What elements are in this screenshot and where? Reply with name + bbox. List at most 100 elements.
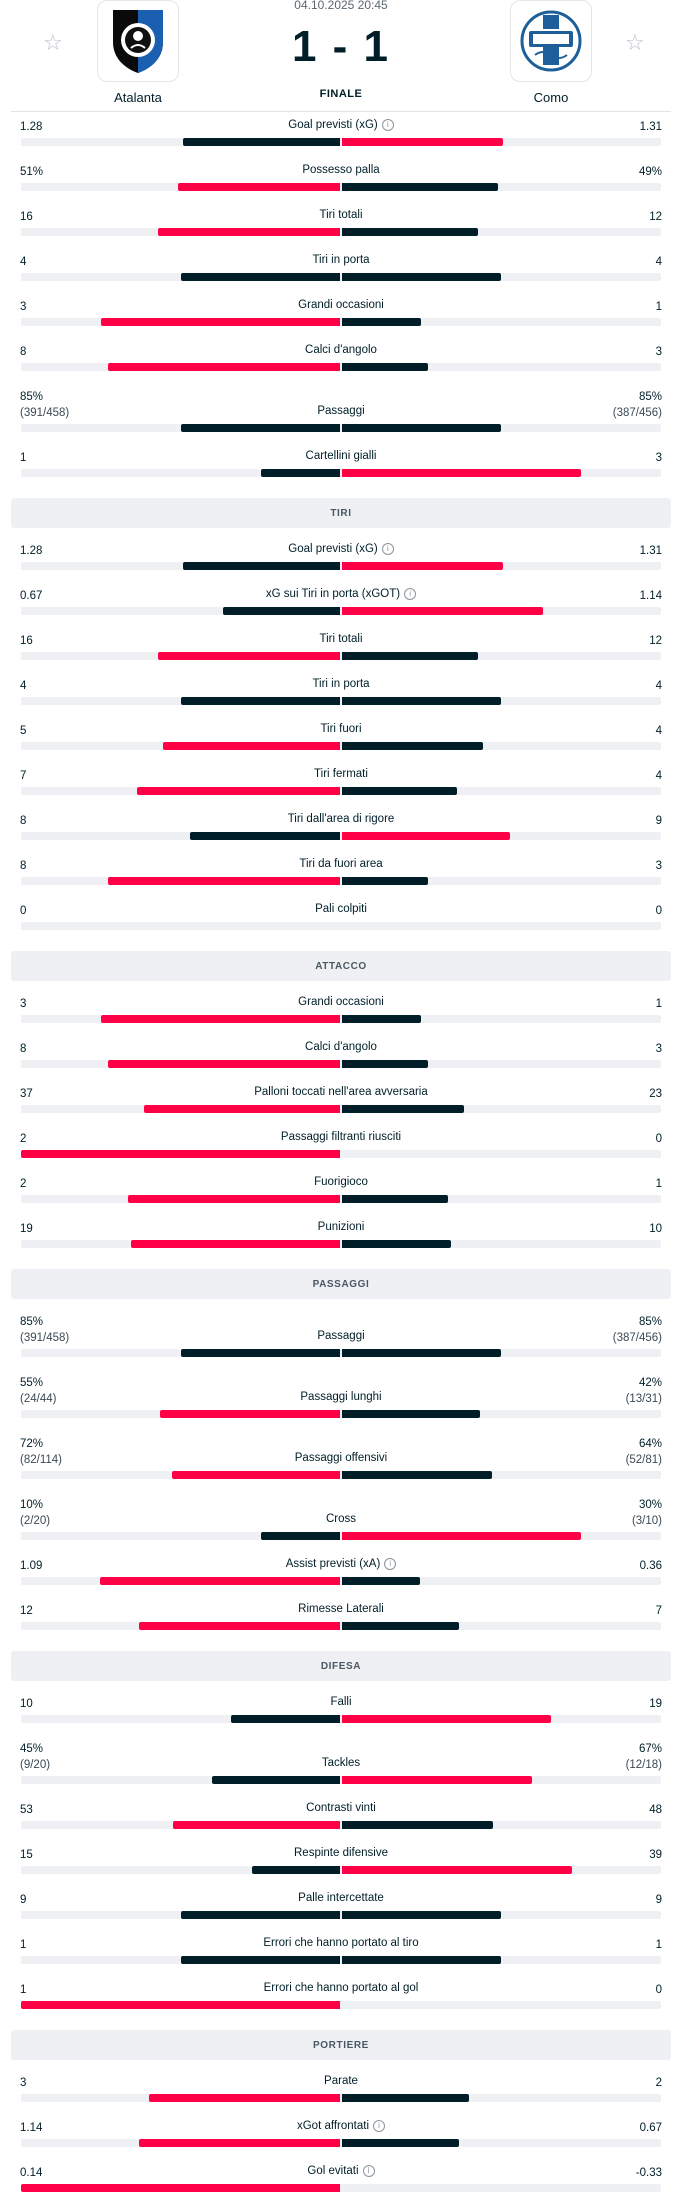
away-stat-value: 85% (387/456): [613, 389, 662, 421]
stat-row: 9 Palle intercettate 9: [11, 1885, 671, 1930]
stat-label: Tiri in porta: [11, 678, 671, 690]
away-value: 12: [649, 635, 662, 647]
comparison-bar-track: [21, 1195, 661, 1203]
stat-row: 1.28 Goal previsti (xG) i 1.31: [11, 536, 671, 581]
home-value: 0: [20, 905, 27, 917]
stat-label-text: Palloni toccati nell'area avversaria: [254, 1086, 428, 1098]
favorite-away-star-icon[interactable]: ☆: [625, 30, 645, 55]
stat-label: Pali colpiti: [11, 903, 671, 915]
away-bar: [342, 1240, 452, 1248]
home-value: 16: [20, 211, 33, 223]
home-value-detail: (2/20): [20, 1515, 51, 1527]
stat-label: Calci d'angolo: [11, 344, 671, 356]
comparison-bar-track: [21, 1622, 661, 1630]
away-stat-value: 0.36: [640, 1558, 662, 1574]
comparison-bar-track: [21, 1911, 661, 1919]
stat-label: Grandi occasioni: [11, 996, 671, 1008]
stat-label-text: Respinte difensive: [294, 1847, 388, 1859]
comparison-bar-track: [21, 138, 661, 146]
home-value: 10%: [20, 1499, 44, 1511]
home-stat-value: 4: [20, 678, 26, 694]
info-icon[interactable]: i: [373, 2120, 386, 2132]
stat-row: 0 Pali colpiti 0: [11, 896, 671, 941]
away-value: 0.36: [639, 1560, 662, 1572]
stat-label: Calci d'angolo: [11, 1041, 671, 1053]
info-icon[interactable]: i: [362, 2165, 375, 2177]
away-team-name: Como: [533, 90, 569, 105]
away-stat-value: 1: [656, 299, 662, 315]
home-bar: [149, 2094, 340, 2102]
comparison-bar-track: [21, 318, 661, 326]
stat-label-text: Punizioni: [317, 1221, 365, 1233]
favorite-home-star-icon[interactable]: ☆: [43, 30, 63, 55]
home-team[interactable]: Atalanta: [78, 0, 198, 105]
atalanta-logo: [97, 0, 179, 82]
home-value: 1.14: [20, 2122, 43, 2134]
away-value: 1: [655, 301, 662, 313]
home-stat-value: 8: [20, 858, 26, 874]
home-bar: [261, 1532, 340, 1540]
stat-row: 19 Punizioni 10: [11, 1214, 671, 1259]
home-bar: [158, 228, 340, 236]
comparison-bar-track: [21, 877, 661, 885]
stat-label: Passaggi lunghi: [11, 1391, 671, 1403]
away-bar: [342, 1866, 573, 1874]
home-value-detail: (391/458): [20, 1332, 70, 1344]
away-value: 39: [649, 1849, 662, 1861]
stat-label-text: Tiri fermati: [314, 768, 368, 780]
stat-label-text: Passaggi lunghi: [300, 1391, 382, 1403]
away-value: 9: [655, 1894, 662, 1906]
home-bar: [252, 1866, 340, 1874]
away-bar: [342, 607, 543, 615]
stat-label-text: Tiri dall'area di rigore: [287, 813, 395, 825]
away-stat-value: 12: [649, 209, 662, 225]
info-icon[interactable]: i: [381, 543, 394, 555]
match-status: FINALE: [319, 88, 363, 100]
home-bar: [101, 318, 340, 326]
home-stat-value: 5: [20, 723, 26, 739]
home-stat-value: 9: [20, 1892, 26, 1908]
home-stat-value: 0.14: [20, 2165, 42, 2181]
home-bar: [137, 787, 340, 795]
home-bar: [21, 2001, 340, 2009]
home-bar: [177, 183, 340, 191]
stat-label: Errori che hanno portato al gol: [11, 1982, 671, 1994]
info-icon[interactable]: i: [381, 119, 394, 131]
away-bar: [342, 228, 479, 236]
away-value-detail: (387/456): [612, 1332, 662, 1344]
comparison-bar-track: [21, 183, 661, 191]
stat-label-text: Passaggi filtranti riusciti: [280, 1131, 402, 1143]
away-stat-value: 7: [656, 1603, 662, 1619]
stat-row: 0.14 Gol evitati i -0.33: [11, 2158, 671, 2203]
away-value: 7: [655, 1605, 662, 1617]
home-value-detail: (391/458): [20, 407, 70, 419]
stat-row: 1 Errori che hanno portato al tiro 1: [11, 1930, 671, 1975]
away-stat-value: 4: [656, 254, 662, 270]
info-icon[interactable]: i: [384, 1558, 397, 1570]
home-stat-value: 0: [20, 903, 26, 919]
home-value-detail: (24/44): [20, 1393, 57, 1405]
stat-label: Tiri totali: [11, 209, 671, 221]
away-value: 4: [655, 725, 662, 737]
home-stat-value: 8: [20, 1041, 26, 1057]
stat-label: Tiri in porta: [11, 254, 671, 266]
home-stat-value: 3: [20, 996, 26, 1012]
comparison-bar-track: [21, 697, 661, 705]
home-value: 1.28: [20, 121, 43, 133]
comparison-bar-track: [21, 1410, 661, 1418]
home-value: 8: [20, 1043, 27, 1055]
home-bar: [181, 424, 340, 432]
stat-row: 4 Tiri in porta 4: [11, 247, 671, 292]
info-icon[interactable]: i: [404, 588, 417, 600]
stat-row: 12 Rimesse Laterali 7: [11, 1596, 671, 1641]
away-team[interactable]: Como: [491, 0, 611, 105]
home-stat-value: 4: [20, 254, 26, 270]
away-value: 19: [649, 1698, 662, 1710]
home-bar: [171, 1471, 340, 1479]
away-value: 12: [649, 211, 662, 223]
away-bar: [342, 183, 498, 191]
stat-label: Rimesse Laterali: [11, 1603, 671, 1615]
stat-label-text: Tiri fuori: [320, 723, 362, 735]
stat-label: xG sui Tiri in porta (xGOT) i: [11, 588, 671, 600]
away-bar: [342, 424, 501, 432]
